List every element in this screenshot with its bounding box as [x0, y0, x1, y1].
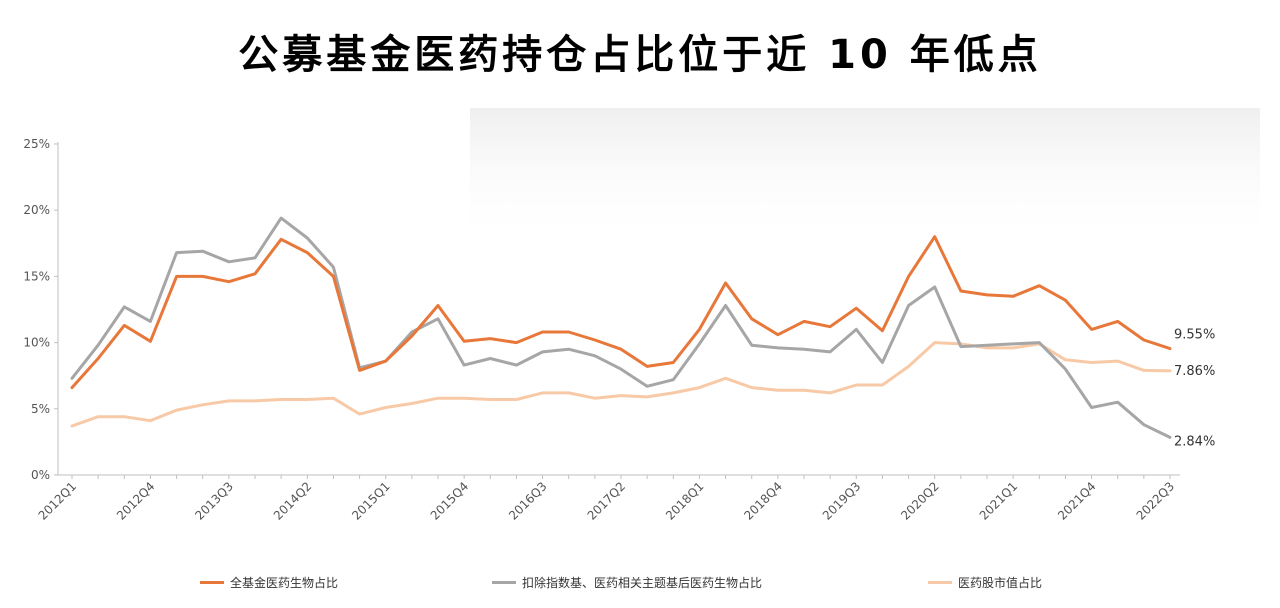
- legend-swatch-2: [928, 581, 952, 584]
- legend-swatch-1: [492, 581, 516, 584]
- x-tick-label: 2015Q1: [349, 479, 393, 523]
- x-tick-label: 2016Q3: [506, 479, 550, 523]
- x-tick-label: 2012Q4: [114, 479, 158, 523]
- y-tick-label: 20%: [23, 203, 50, 217]
- y-tick-label: 10%: [23, 336, 50, 350]
- y-tick-label: 5%: [31, 402, 50, 416]
- legend-label-2: 医药股市值占比: [958, 576, 1043, 590]
- legend-label-1: 扣除指数基、医药相关主题基后医药生物占比: [522, 576, 763, 590]
- series-line-0: [70, 235, 1172, 390]
- legend-item-2: 医药股市值占比: [928, 574, 1042, 591]
- y-tick-label: 0%: [31, 468, 50, 482]
- legend-item-0: 全基金医药生物占比: [200, 574, 338, 591]
- x-tick-label: 2021Q1: [977, 479, 1021, 523]
- x-tick-label: 2020Q2: [898, 479, 942, 523]
- x-tick-label: 2021Q4: [1055, 479, 1099, 523]
- y-tick-label: 15%: [23, 269, 50, 283]
- x-tick-label: 2018Q1: [663, 479, 707, 523]
- page-title: 公募基金医药持仓占比位于近 10 年低点: [238, 32, 1042, 78]
- background-shade: [470, 108, 1260, 248]
- x-tick-label: 2022Q3: [1134, 479, 1178, 523]
- end-value-label-1: 2.84%: [1174, 434, 1215, 449]
- series-line-1: [70, 216, 1172, 439]
- x-tick-label: 2019Q3: [820, 479, 864, 523]
- x-tick-label: 2015Q4: [428, 479, 472, 523]
- x-tick-label: 2013Q3: [192, 479, 236, 523]
- y-tick-label: 25%: [23, 137, 50, 151]
- legend-label-0: 全基金医药生物占比: [230, 576, 339, 590]
- x-tick-label: 2017Q2: [585, 479, 629, 523]
- end-value-label-0: 9.55%: [1174, 328, 1215, 343]
- x-tick-label: 2018Q4: [741, 479, 785, 523]
- x-tick-label: 2014Q2: [271, 479, 315, 523]
- end-value-label-2: 7.86%: [1174, 364, 1215, 379]
- x-tick-label: 2012Q1: [36, 479, 80, 523]
- series-line-2: [70, 341, 1172, 428]
- legend-swatch-0: [200, 581, 224, 584]
- legend-item-1: 扣除指数基、医药相关主题基后医药生物占比: [492, 574, 762, 591]
